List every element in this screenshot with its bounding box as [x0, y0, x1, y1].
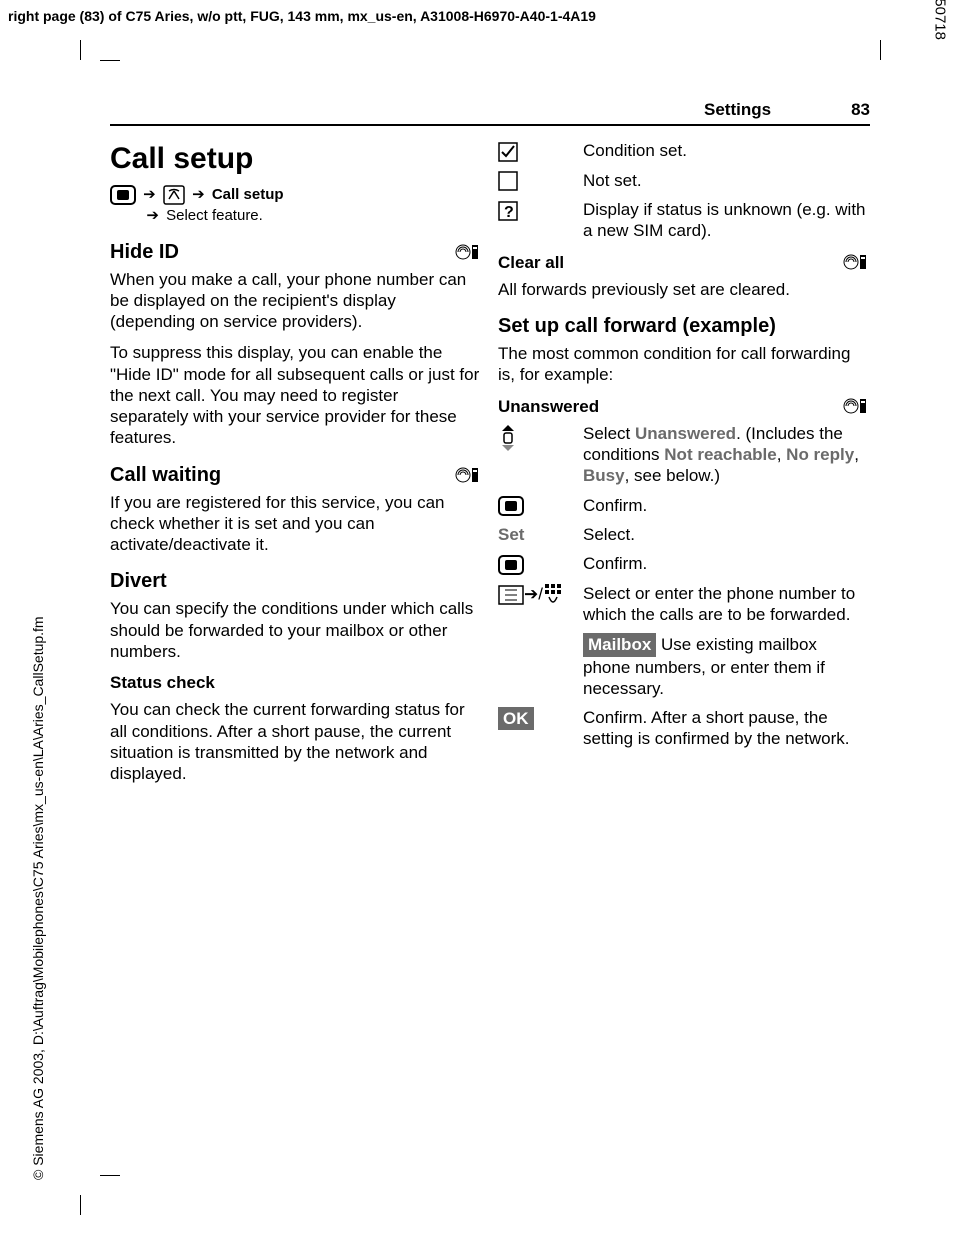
sim-icon [454, 466, 480, 484]
heading-status-check: Status check [110, 672, 480, 693]
crop-mark [100, 60, 120, 61]
ok-label: OK [498, 707, 534, 730]
call-waiting-para: If you are registered for this service, … [110, 492, 480, 556]
nav-path: ➔ ➔ Call setup ➔ Select feature. [110, 184, 480, 226]
step-row: Mailbox Use existing mailbox phone numbe… [498, 633, 868, 699]
crop-mark [80, 40, 100, 60]
arrow-icon: ➔ [524, 584, 538, 603]
left-column: Call setup ➔ ➔ Call setup ➔ Select featu… [110, 140, 480, 794]
heading-divert: Divert [110, 569, 480, 594]
template-sidebar: Template: X75, 140x105, Version 2.2; VAR… [931, 0, 948, 40]
checked-box-icon [498, 142, 518, 162]
status-text: Not set. [583, 170, 868, 192]
sim-icon [842, 253, 868, 271]
step-row: Select Unanswered. (Includes the conditi… [498, 423, 868, 487]
step-row: Confirm. [498, 495, 868, 517]
heading-call-waiting: Call waiting [110, 463, 480, 488]
status-row: ? Display if status is unknown (e.g. wit… [498, 199, 868, 242]
nav-label: Call setup [212, 186, 284, 203]
empty-box-icon [498, 171, 518, 191]
mailbox-label: Mailbox [583, 633, 656, 656]
step-text: Select or enter the phone number to whic… [583, 583, 868, 626]
nav-updown-icon [498, 423, 518, 453]
arrow-icon: ➔ [146, 205, 159, 226]
page-ref: right page (83) [8, 8, 104, 24]
center-key-icon [498, 496, 524, 516]
phonebook-icon [498, 585, 524, 605]
setup-call-forward-para: The most common condition for call forwa… [498, 343, 868, 386]
page-header: Settings 83 [110, 100, 870, 126]
hide-id-para2: To suppress this display, you can enable… [110, 342, 480, 448]
step-row: Set Select. [498, 524, 868, 545]
sim-icon [454, 243, 480, 261]
settings-nav-icon [163, 185, 185, 205]
step-text: Select Unanswered. (Includes the conditi… [583, 423, 868, 487]
step-text: Confirm. [583, 553, 868, 575]
step-text: Confirm. After a short pause, the settin… [583, 707, 868, 750]
step-text: Select. [583, 524, 868, 545]
crop-mark [880, 40, 881, 60]
crop-mark [80, 1195, 81, 1215]
status-row: Condition set. [498, 140, 868, 162]
step-row: Confirm. [498, 553, 868, 575]
step-text: Mailbox Use existing mailbox phone numbe… [583, 633, 868, 699]
heading-unanswered: Unanswered [498, 396, 868, 417]
heading-call-setup: Call setup [110, 140, 480, 178]
center-key-icon [498, 555, 524, 575]
set-label: Set [498, 525, 524, 544]
status-text: Display if status is unknown (e.g. with … [583, 199, 868, 242]
question-box-icon: ? [498, 201, 518, 221]
right-column: Condition set. Not set. ? Display if sta… [498, 140, 868, 794]
center-key-icon [110, 185, 136, 205]
source-header: right page (83) of C75 Aries, w/o ptt, F… [8, 8, 596, 24]
clear-all-para: All forwards previously set are cleared. [498, 279, 868, 300]
hide-id-para1: When you make a call, your phone number … [110, 269, 480, 333]
step-row: OK Confirm. After a short pause, the set… [498, 707, 868, 750]
status-row: Not set. [498, 170, 868, 192]
status-text: Condition set. [583, 140, 868, 162]
sim-icon [842, 397, 868, 415]
crop-mark [100, 1175, 120, 1176]
nav-action: Select feature. [166, 207, 263, 224]
step-row: ➔/ Select or enter the phone number to w… [498, 583, 868, 626]
page-number: 83 [851, 100, 870, 120]
heading-setup-call-forward: Set up call forward (example) [498, 314, 868, 339]
page-content: Settings 83 Call setup ➔ ➔ Call setup ➔ … [110, 100, 870, 794]
section-title: Settings [704, 100, 771, 120]
divert-para: You can specify the conditions under whi… [110, 598, 480, 662]
keypad-icon [543, 583, 563, 607]
status-check-para: You can check the current forwarding sta… [110, 699, 480, 784]
svg-text:?: ? [504, 204, 514, 221]
arrow-icon: ➔ [192, 184, 205, 205]
arrow-icon: ➔ [143, 184, 156, 205]
doc-info: of C75 Aries, w/o ptt, FUG, 143 mm, mx_u… [104, 8, 595, 24]
heading-clear-all: Clear all [498, 252, 868, 273]
heading-hide-id: Hide ID [110, 240, 480, 265]
step-text: Confirm. [583, 495, 868, 517]
copyright-sidebar: © Siemens AG 2003, D:\Auftrag\Mobilephon… [30, 616, 46, 1180]
